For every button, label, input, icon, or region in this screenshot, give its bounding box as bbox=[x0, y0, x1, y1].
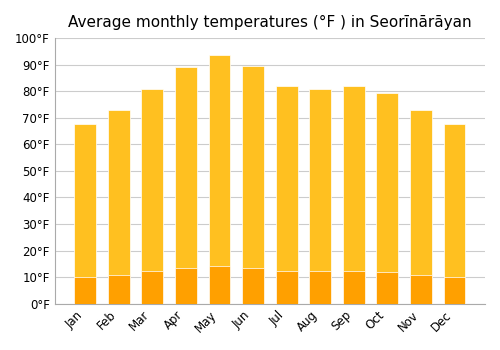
Bar bbox=[343, 271, 364, 304]
Bar bbox=[276, 271, 297, 304]
Bar bbox=[310, 272, 331, 304]
Bar bbox=[242, 268, 264, 304]
Title: Average monthly temperatures (°F ) in Seorīnārāyan: Average monthly temperatures (°F ) in Se… bbox=[68, 15, 471, 30]
Bar bbox=[74, 277, 96, 304]
Bar bbox=[208, 55, 231, 304]
Bar bbox=[242, 66, 264, 304]
Bar bbox=[310, 89, 331, 304]
Bar bbox=[74, 125, 96, 304]
Bar bbox=[108, 110, 130, 304]
Bar bbox=[444, 125, 466, 304]
Bar bbox=[410, 275, 432, 304]
Bar bbox=[208, 266, 231, 304]
Bar bbox=[276, 86, 297, 304]
Bar bbox=[376, 92, 398, 304]
Bar bbox=[108, 275, 130, 304]
Bar bbox=[444, 277, 466, 304]
Bar bbox=[142, 89, 163, 304]
Bar bbox=[175, 67, 197, 304]
Bar bbox=[142, 272, 163, 304]
Bar bbox=[175, 268, 197, 304]
Bar bbox=[410, 110, 432, 304]
Bar bbox=[343, 86, 364, 304]
Bar bbox=[376, 272, 398, 304]
